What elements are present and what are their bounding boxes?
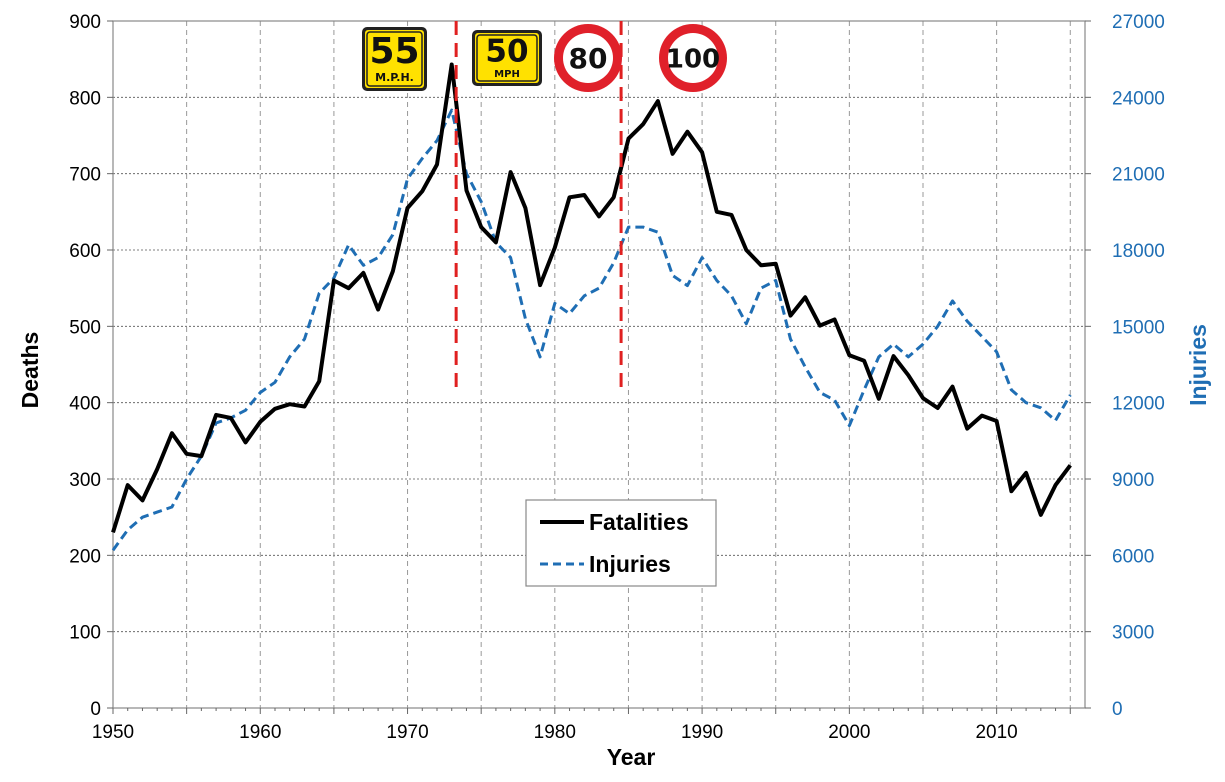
sign-face [563, 33, 613, 83]
y2-tick-label: 3000 [1112, 623, 1154, 644]
y2-tick-label: 21000 [1112, 165, 1165, 186]
legend-label-fatalities: Fatalities [589, 509, 689, 535]
x-axis: 1950 1960 1970 1980 1990 2000 2010 [92, 708, 1071, 743]
x-tick-label: 1990 [681, 722, 723, 743]
sign-face [365, 30, 424, 88]
y-tick-label: 300 [69, 470, 101, 491]
series-layer [111, 62, 1072, 552]
y-tick-label: 400 [69, 394, 101, 415]
y-axis-title: Deaths [17, 332, 43, 409]
y-tick-label: 0 [90, 699, 101, 720]
sign-inner-border [366, 31, 423, 87]
right-axis: 0 3000 6000 9000 12000 15000 18000 21000 24000 27… [1085, 12, 1165, 720]
legend: Fatalities Injuries [525, 499, 717, 587]
x-tick-label: 2000 [828, 722, 870, 743]
series-fatalities [111, 62, 1072, 533]
sign-number: 50 [485, 33, 528, 69]
speed-sign-55: 55M.P.H. [362, 27, 427, 91]
y2-axis-title: Injuries [1185, 324, 1211, 406]
x-axis-title: Year [607, 744, 656, 770]
x-tick-label: 2010 [975, 722, 1017, 743]
y-tick-label: 900 [69, 12, 101, 33]
x-tick-label: 1970 [386, 722, 428, 743]
y-tick-label: 100 [69, 623, 101, 644]
y-tick-label: 600 [69, 241, 101, 262]
y-tick-label: 700 [69, 165, 101, 186]
sign-unit: MPH [494, 69, 520, 80]
sign-unit: M.P.H. [375, 71, 414, 84]
y2-tick-label: 12000 [1112, 394, 1165, 415]
x-tick-label: 1960 [239, 722, 281, 743]
plot-area [112, 20, 1086, 709]
y-tick-label: 800 [69, 88, 101, 109]
y2-tick-label: 0 [1112, 699, 1123, 720]
policy-lines [454, 21, 623, 388]
grid [113, 20, 1085, 708]
y-tick-label: 200 [69, 546, 101, 567]
sign-number: 80 [569, 42, 608, 75]
speed-sign-80: 80 [554, 24, 622, 92]
y2-tick-label: 9000 [1112, 470, 1154, 491]
y2-tick-label: 27000 [1112, 12, 1165, 33]
y2-tick-label: 15000 [1112, 317, 1165, 338]
legend-box [525, 499, 717, 587]
series-injuries [111, 108, 1072, 552]
x-tick-label: 1950 [92, 722, 134, 743]
sign-number: 55 [369, 31, 419, 72]
speed-sign-100: 100 [659, 24, 727, 92]
y2-tick-label: 18000 [1112, 241, 1165, 262]
x-tick-label: 1980 [534, 722, 576, 743]
y-tick-label: 500 [69, 317, 101, 338]
sign-face [475, 33, 539, 83]
y2-tick-label: 6000 [1112, 546, 1154, 567]
left-axis: 0 100 200 300 400 500 600 700 800 900 [69, 12, 113, 720]
legend-label-injuries: Injuries [589, 551, 671, 577]
sign-inner-border [476, 34, 538, 82]
sign-face [668, 33, 718, 83]
y2-tick-label: 24000 [1112, 88, 1165, 109]
sign-number: 100 [666, 44, 720, 74]
